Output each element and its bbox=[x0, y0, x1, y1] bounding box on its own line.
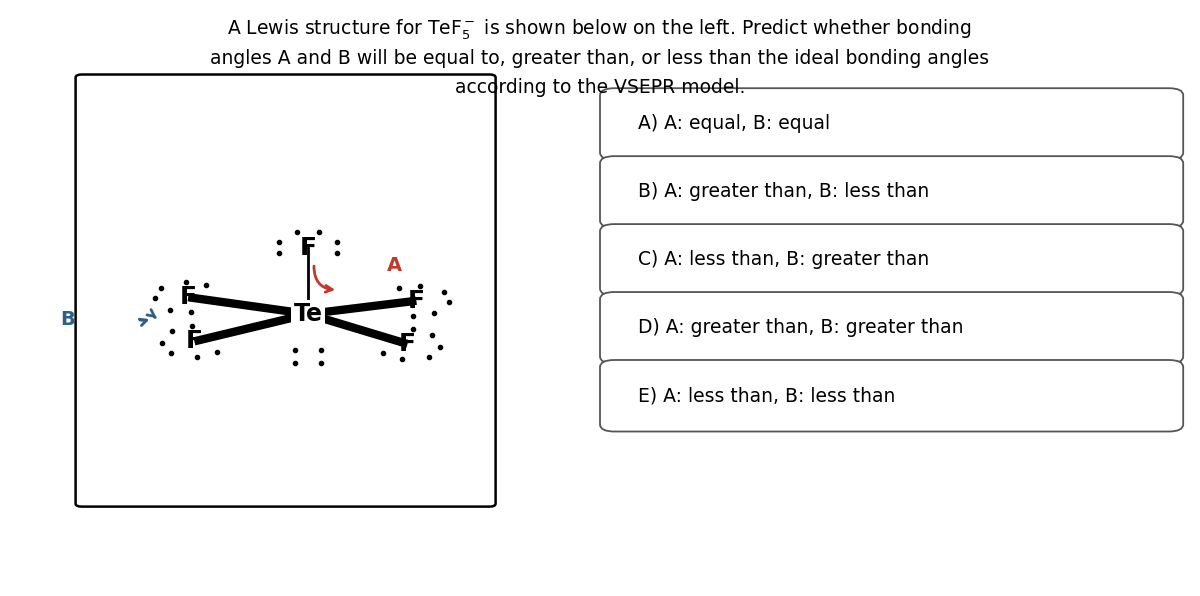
FancyBboxPatch shape bbox=[76, 74, 496, 507]
Text: A: A bbox=[386, 256, 402, 275]
Text: B: B bbox=[60, 311, 74, 330]
Text: E) A: less than, B: less than: E) A: less than, B: less than bbox=[638, 386, 895, 405]
Text: F: F bbox=[180, 285, 197, 309]
Text: angles A and B will be equal to, greater than, or less than the ideal bonding an: angles A and B will be equal to, greater… bbox=[210, 49, 990, 68]
Text: F: F bbox=[398, 332, 416, 356]
Text: F: F bbox=[408, 288, 425, 313]
FancyBboxPatch shape bbox=[600, 360, 1183, 432]
FancyBboxPatch shape bbox=[600, 224, 1183, 296]
Text: F: F bbox=[186, 330, 203, 353]
Text: B) A: greater than, B: less than: B) A: greater than, B: less than bbox=[638, 182, 930, 201]
Text: Te: Te bbox=[294, 302, 323, 326]
FancyBboxPatch shape bbox=[600, 88, 1183, 160]
Text: A Lewis structure for TeF$_5^-$ is shown below on the left. Predict whether bond: A Lewis structure for TeF$_5^-$ is shown… bbox=[228, 17, 972, 42]
Text: D) A: greater than, B: greater than: D) A: greater than, B: greater than bbox=[638, 318, 964, 337]
Text: F: F bbox=[300, 236, 317, 260]
FancyBboxPatch shape bbox=[600, 156, 1183, 228]
Text: A) A: equal, B: equal: A) A: equal, B: equal bbox=[638, 114, 830, 134]
Text: according to the VSEPR model.: according to the VSEPR model. bbox=[455, 77, 745, 97]
FancyBboxPatch shape bbox=[600, 292, 1183, 364]
Text: C) A: less than, B: greater than: C) A: less than, B: greater than bbox=[638, 250, 930, 269]
